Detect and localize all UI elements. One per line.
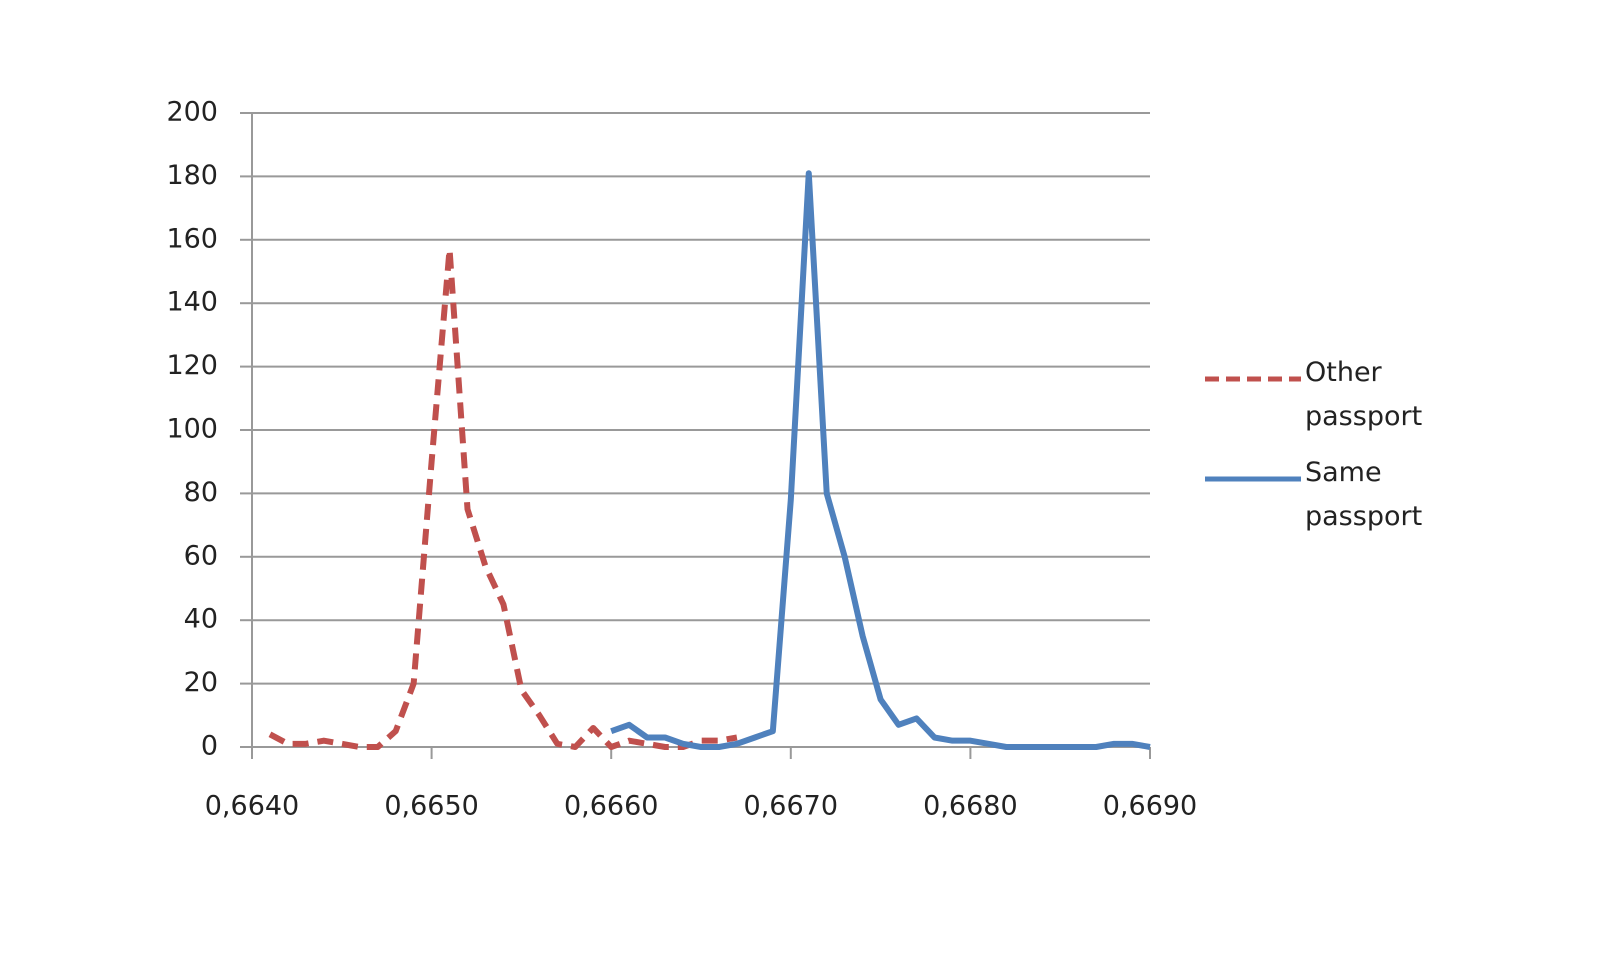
x-tick-label: 0,6650 xyxy=(384,791,478,822)
x-tick-label: 0,6680 xyxy=(923,791,1017,822)
y-tick-label: 60 xyxy=(184,540,218,571)
legend-item: Other passport xyxy=(1205,357,1455,439)
y-tick-label: 180 xyxy=(166,160,218,191)
y-tick-label: 40 xyxy=(184,604,218,635)
y-tick-label: 140 xyxy=(166,287,218,318)
legend-label: Same passport xyxy=(1305,457,1423,532)
y-tick-label: 80 xyxy=(184,477,218,508)
x-tick-label: 0,6640 xyxy=(205,791,299,822)
y-tick-label: 160 xyxy=(166,223,218,254)
legend-swatch xyxy=(1205,376,1301,382)
x-tick-label: 0,6660 xyxy=(564,791,658,822)
y-tick-label: 20 xyxy=(184,667,218,698)
legend-label: Other passport xyxy=(1305,357,1423,432)
x-tick-label: 0,6670 xyxy=(744,791,838,822)
legend-item: Same passport xyxy=(1205,457,1455,539)
y-tick-label: 200 xyxy=(166,97,218,128)
legend-swatch xyxy=(1205,476,1301,482)
legend: Other passport Same passport xyxy=(1205,357,1455,565)
y-tick-label: 120 xyxy=(166,350,218,381)
series-line xyxy=(268,246,738,750)
series-line xyxy=(610,170,1151,750)
y-tick-label: 100 xyxy=(166,414,218,445)
y-tick-label: 0 xyxy=(201,731,218,762)
x-tick-label: 0,6690 xyxy=(1103,791,1197,822)
